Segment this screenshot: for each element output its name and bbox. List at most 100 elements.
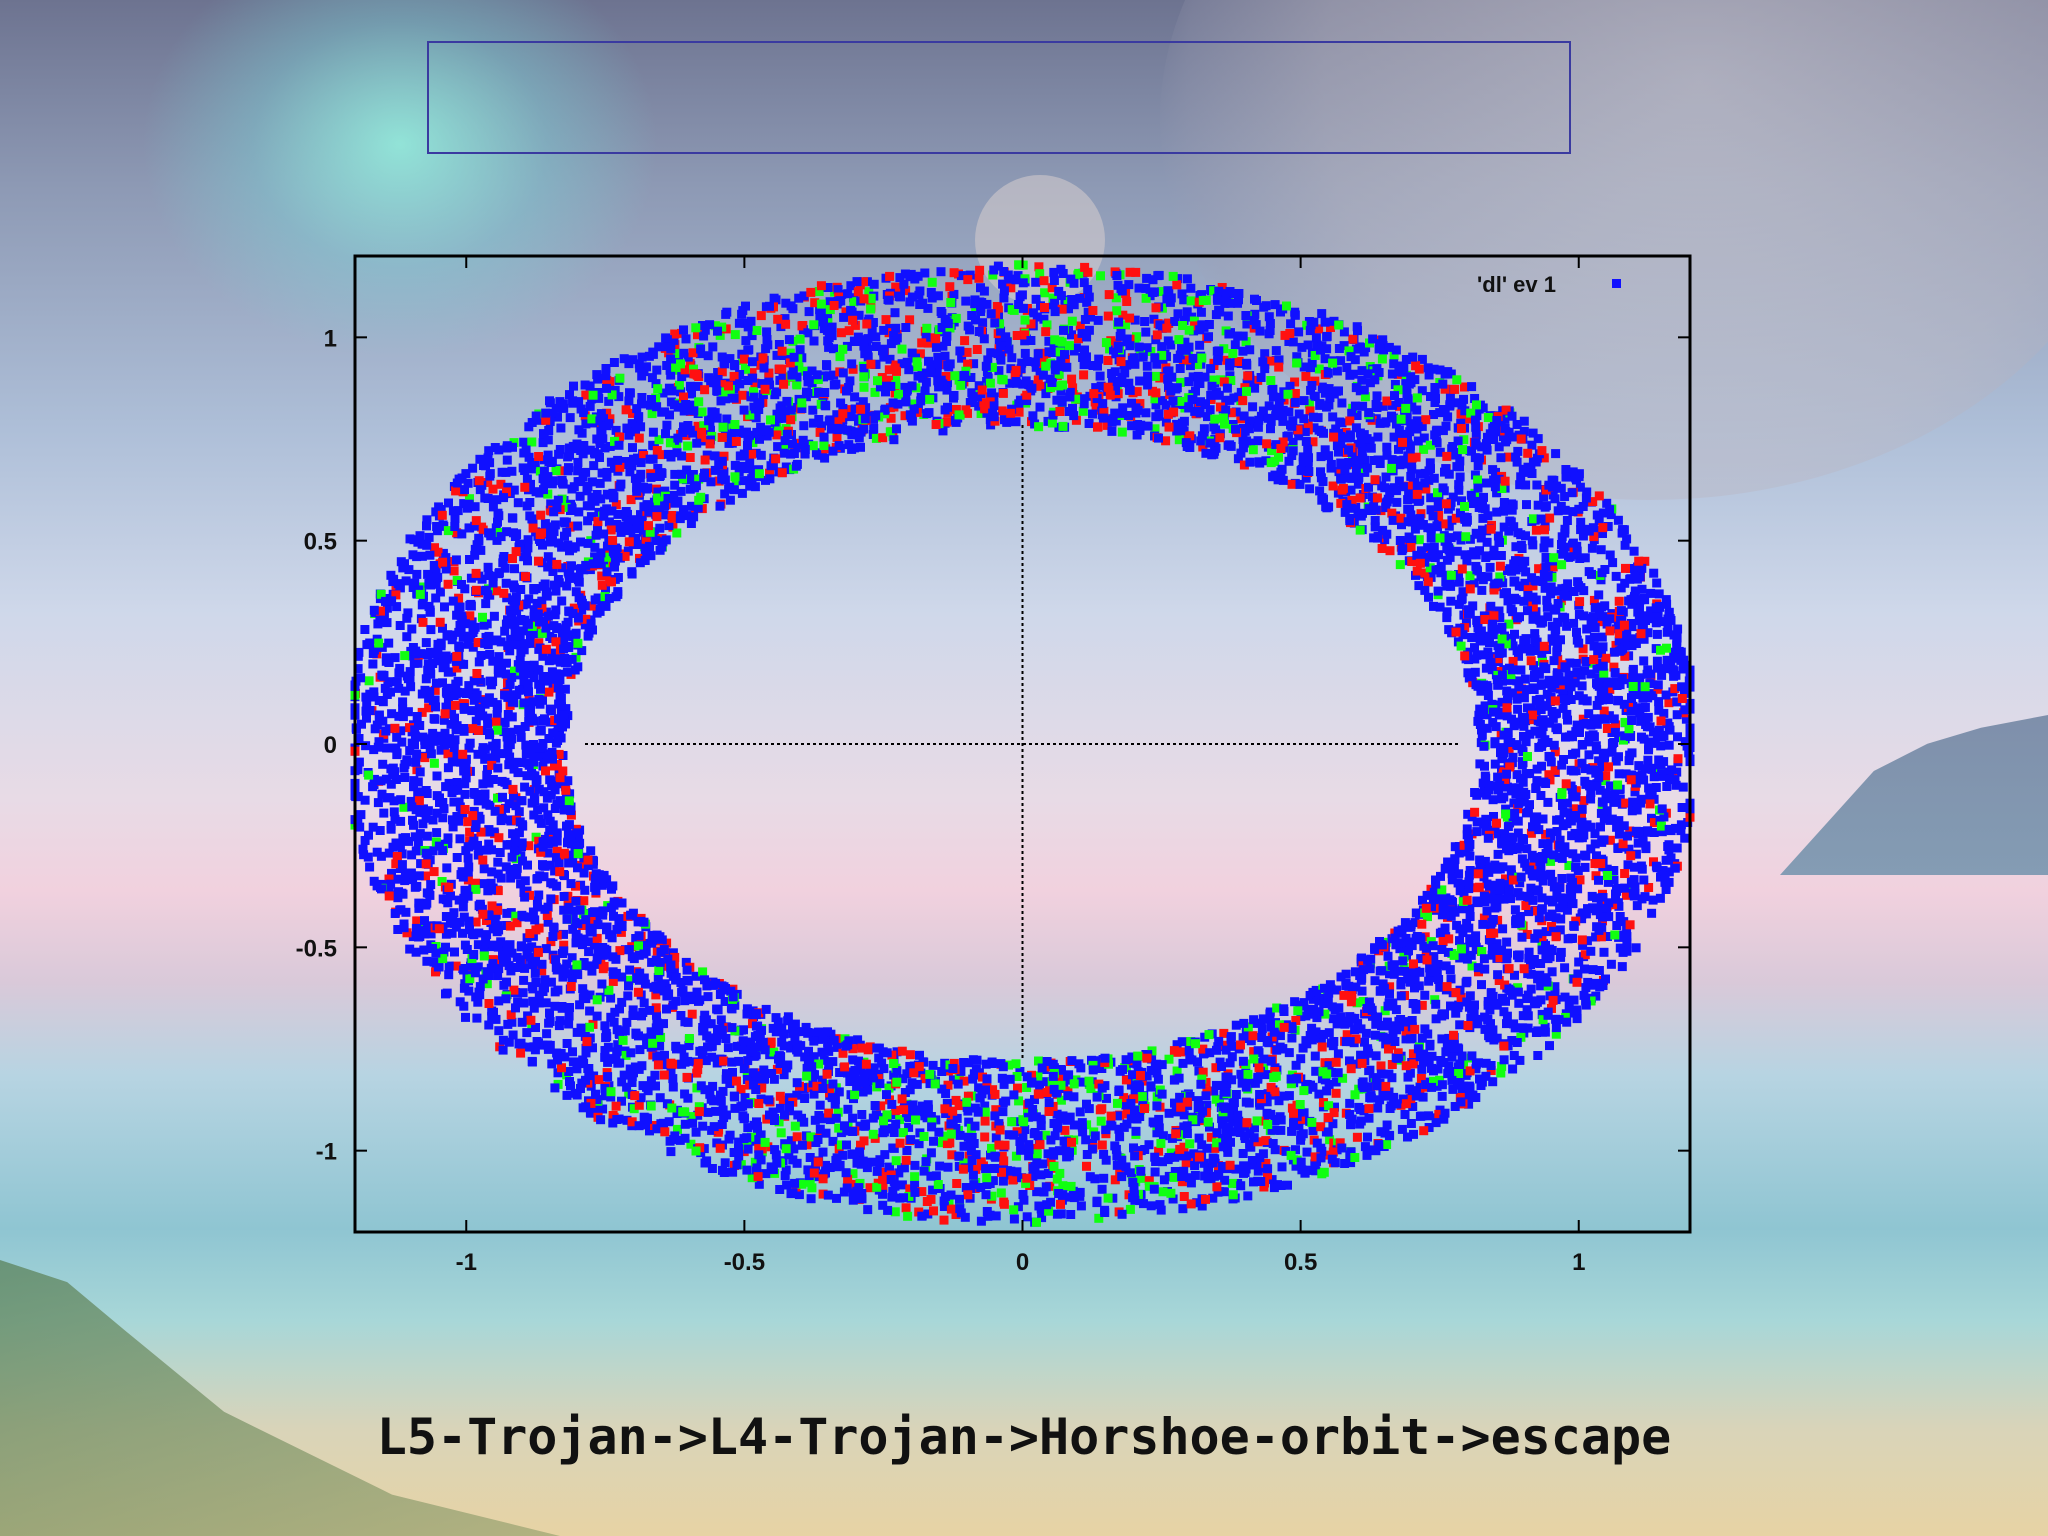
data-point bbox=[473, 940, 483, 950]
data-point bbox=[1253, 1166, 1263, 1176]
data-point bbox=[514, 807, 524, 817]
data-point bbox=[443, 696, 453, 706]
data-point bbox=[779, 1070, 789, 1080]
data-point bbox=[720, 997, 730, 1006]
data-point bbox=[1389, 350, 1399, 360]
data-point bbox=[802, 387, 811, 397]
data-point bbox=[1516, 1032, 1526, 1042]
data-point bbox=[1131, 267, 1141, 277]
data-point bbox=[1124, 378, 1134, 388]
data-point bbox=[1175, 1092, 1185, 1102]
data-point bbox=[1517, 932, 1527, 942]
data-point bbox=[502, 658, 511, 668]
data-point bbox=[468, 463, 478, 473]
data-point bbox=[823, 283, 833, 292]
data-point bbox=[914, 1139, 924, 1149]
data-point bbox=[844, 440, 854, 450]
data-point bbox=[1196, 307, 1206, 317]
data-point bbox=[715, 990, 725, 999]
data-point bbox=[1594, 673, 1604, 683]
data-point bbox=[700, 1085, 710, 1095]
data-point bbox=[1014, 300, 1024, 309]
data-point bbox=[567, 654, 577, 664]
data-point bbox=[1520, 858, 1530, 868]
data-point bbox=[819, 317, 828, 327]
data-point bbox=[1519, 426, 1529, 436]
data-point bbox=[1672, 697, 1682, 707]
data-point bbox=[900, 1088, 910, 1097]
data-point bbox=[470, 622, 480, 632]
data-point bbox=[905, 1085, 915, 1095]
data-point bbox=[1636, 716, 1646, 726]
data-point bbox=[1046, 1135, 1056, 1145]
data-point bbox=[1389, 359, 1399, 369]
data-point bbox=[1112, 306, 1122, 316]
data-point bbox=[1466, 490, 1476, 500]
data-point bbox=[1603, 522, 1613, 531]
data-point bbox=[1189, 1149, 1199, 1159]
data-point bbox=[1489, 435, 1499, 444]
data-point bbox=[789, 1144, 799, 1154]
data-point bbox=[999, 1197, 1009, 1207]
data-point bbox=[687, 474, 697, 484]
data-point bbox=[1606, 510, 1616, 520]
data-point bbox=[1239, 460, 1249, 470]
data-point bbox=[1394, 444, 1403, 454]
data-point bbox=[1594, 875, 1603, 885]
data-point bbox=[1599, 706, 1609, 716]
data-point bbox=[1531, 607, 1541, 617]
data-point bbox=[1586, 669, 1596, 679]
data-point bbox=[1596, 822, 1605, 832]
data-point bbox=[1594, 756, 1604, 766]
data-point bbox=[418, 732, 428, 742]
data-point bbox=[1185, 361, 1195, 371]
data-point bbox=[686, 519, 696, 528]
data-point bbox=[1526, 463, 1536, 473]
data-point bbox=[1314, 324, 1324, 334]
data-point bbox=[1619, 917, 1629, 927]
data-point bbox=[1416, 954, 1426, 964]
data-point bbox=[1458, 587, 1468, 597]
data-point bbox=[1265, 319, 1275, 328]
data-point bbox=[476, 586, 486, 596]
data-point bbox=[508, 554, 517, 563]
data-point bbox=[1479, 913, 1489, 923]
data-point bbox=[1219, 344, 1229, 354]
data-point bbox=[738, 390, 748, 400]
data-point bbox=[1009, 305, 1019, 315]
data-point bbox=[1290, 997, 1300, 1007]
data-point bbox=[1600, 776, 1610, 786]
data-point bbox=[1152, 359, 1162, 369]
data-point bbox=[1536, 680, 1546, 690]
data-point bbox=[425, 744, 435, 754]
data-point bbox=[1510, 970, 1519, 980]
data-point bbox=[1534, 564, 1544, 574]
data-point bbox=[688, 470, 698, 479]
data-point bbox=[452, 778, 462, 787]
data-point bbox=[921, 1157, 931, 1167]
data-point bbox=[1459, 435, 1469, 445]
data-point bbox=[954, 1073, 964, 1083]
data-point bbox=[767, 1069, 777, 1078]
data-point bbox=[1408, 1102, 1418, 1111]
data-point bbox=[735, 370, 745, 379]
data-point bbox=[611, 425, 621, 435]
data-point bbox=[1345, 1056, 1354, 1066]
data-point bbox=[454, 641, 464, 651]
data-point bbox=[1199, 424, 1209, 434]
data-point bbox=[1337, 418, 1347, 428]
data-point bbox=[1377, 544, 1387, 553]
data-point bbox=[835, 352, 845, 362]
data-point bbox=[1535, 729, 1545, 739]
data-point bbox=[1389, 1092, 1399, 1102]
data-point bbox=[1478, 650, 1488, 660]
data-point bbox=[747, 1173, 757, 1183]
data-point bbox=[855, 1147, 865, 1157]
data-point bbox=[905, 315, 915, 325]
data-point bbox=[1264, 312, 1274, 322]
data-point bbox=[1414, 581, 1424, 591]
data-point bbox=[747, 368, 757, 378]
data-point bbox=[668, 1074, 678, 1084]
data-point bbox=[821, 1160, 831, 1170]
data-point bbox=[1522, 930, 1532, 939]
